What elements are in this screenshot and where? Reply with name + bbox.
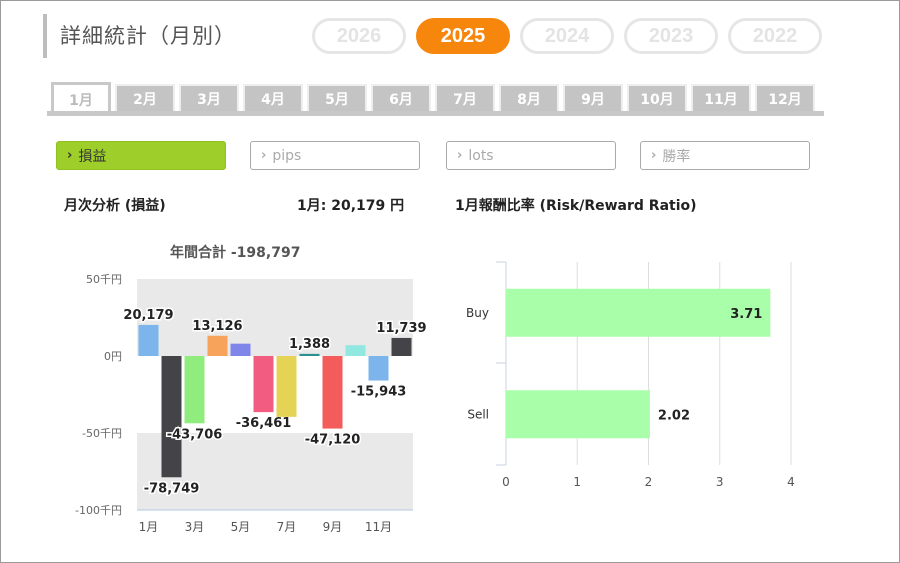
tab-month-3[interactable]: 3月 bbox=[179, 84, 239, 111]
metric-button-1[interactable]: › pips bbox=[250, 141, 420, 170]
data-label: -43,706 bbox=[167, 427, 223, 442]
tab-month-2[interactable]: 2月 bbox=[115, 84, 175, 111]
data-label: -47,120 bbox=[305, 433, 361, 448]
tab-month-1[interactable]: 1月 bbox=[51, 82, 111, 114]
year-button-2023[interactable]: 2023 bbox=[624, 18, 718, 54]
tab-month-6[interactable]: 6月 bbox=[371, 84, 431, 111]
rr-data-label: 3.71 bbox=[730, 307, 762, 322]
chevron-right-icon: › bbox=[67, 148, 73, 163]
bar-7月 bbox=[276, 356, 297, 417]
monthly-analysis-title: 月次分析 (損益) bbox=[64, 198, 166, 214]
bar-4月 bbox=[207, 335, 228, 356]
metric-button-3[interactable]: › 勝率 bbox=[640, 141, 810, 170]
tab-month-9[interactable]: 9月 bbox=[563, 84, 623, 111]
data-label: 11,739 bbox=[376, 321, 426, 336]
year-button-2022[interactable]: 2022 bbox=[728, 18, 822, 54]
data-label: -78,749 bbox=[144, 481, 200, 496]
rr-category-label: Sell bbox=[467, 407, 489, 421]
bar-10月 bbox=[345, 345, 366, 356]
month-tabs: 1月 2月 3月 4月 5月 6月 7月 8月 9月 10月 11月 12月 bbox=[51, 82, 815, 114]
bar-8月 bbox=[299, 353, 320, 356]
rr-x-tick-label: 1 bbox=[573, 475, 581, 489]
chevron-right-icon: › bbox=[261, 148, 267, 163]
data-label: 13,126 bbox=[192, 319, 242, 334]
month-summary: 1月: 20,179 円 bbox=[297, 198, 405, 214]
tab-month-5[interactable]: 5月 bbox=[307, 84, 367, 111]
tabs-underline bbox=[47, 111, 824, 116]
rr-category-label: Buy bbox=[466, 306, 489, 320]
rr-x-tick-label: 0 bbox=[502, 475, 510, 489]
plot-band-negative bbox=[137, 433, 413, 510]
rr-bar-Sell bbox=[506, 390, 650, 439]
bar-11月 bbox=[368, 356, 389, 381]
x-tick-label: 3月 bbox=[185, 520, 205, 534]
x-tick-label: 9月 bbox=[323, 520, 343, 534]
rr-x-tick-label: 4 bbox=[787, 475, 795, 489]
rr-x-tick-label: 2 bbox=[645, 475, 653, 489]
bar-3月 bbox=[184, 356, 205, 424]
metric-button-label: 勝率 bbox=[662, 148, 691, 165]
bar-9月 bbox=[322, 356, 343, 429]
metric-button-label: lots bbox=[468, 147, 494, 164]
title-accent-bar bbox=[43, 14, 47, 58]
x-tick-label: 5月 bbox=[231, 520, 251, 534]
x-tick-label: 1月 bbox=[139, 520, 159, 534]
y-tick-label: -100千円 bbox=[75, 504, 122, 517]
risk-reward-title: 1月報酬比率 (Risk/Reward Ratio) bbox=[455, 198, 697, 214]
x-tick-label: 11月 bbox=[365, 520, 392, 534]
bar-12月 bbox=[391, 337, 412, 356]
chevron-right-icon: › bbox=[457, 148, 463, 163]
year-button-2025[interactable]: 2025 bbox=[416, 18, 510, 54]
year-selector: 2026 2025 2024 2023 2022 bbox=[312, 18, 822, 54]
metric-button-label: 損益 bbox=[78, 148, 107, 165]
plot-band-zero bbox=[137, 356, 413, 433]
bar-6月 bbox=[253, 356, 274, 413]
metric-button-2[interactable]: › lots bbox=[446, 141, 616, 170]
data-label: 20,179 bbox=[123, 308, 173, 323]
tab-month-7[interactable]: 7月 bbox=[435, 84, 495, 111]
rr-bar-Buy bbox=[506, 288, 771, 337]
x-tick-label: 7月 bbox=[277, 520, 297, 534]
data-label: 1,388 bbox=[289, 337, 330, 352]
plot-band-positive bbox=[137, 279, 413, 356]
y-tick-label: 0円 bbox=[104, 350, 122, 363]
rr-data-label: 2.02 bbox=[658, 408, 690, 423]
tab-month-11[interactable]: 11月 bbox=[691, 84, 751, 111]
year-button-2024[interactable]: 2024 bbox=[520, 18, 614, 54]
metric-button-0[interactable]: › 損益 bbox=[56, 141, 226, 170]
data-label: -36,461 bbox=[236, 416, 292, 431]
page-title: 詳細統計（月別） bbox=[60, 24, 236, 48]
bar-1月 bbox=[138, 324, 159, 356]
tab-month-4[interactable]: 4月 bbox=[243, 84, 303, 111]
chevron-right-icon: › bbox=[651, 148, 657, 163]
y-tick-label: -50千円 bbox=[82, 427, 122, 440]
tab-month-10[interactable]: 10月 bbox=[627, 84, 687, 111]
annual-total: 年間合計 -198,797 bbox=[170, 245, 301, 261]
bar-5月 bbox=[230, 343, 251, 356]
y-tick-label: 50千円 bbox=[86, 273, 122, 286]
tab-month-8[interactable]: 8月 bbox=[499, 84, 559, 111]
bar-2月 bbox=[161, 356, 182, 478]
tab-month-12[interactable]: 12月 bbox=[755, 84, 815, 111]
rr-x-tick-label: 3 bbox=[716, 475, 724, 489]
data-label: -15,943 bbox=[351, 385, 407, 400]
year-button-2026[interactable]: 2026 bbox=[312, 18, 406, 54]
metric-button-label: pips bbox=[272, 147, 302, 164]
